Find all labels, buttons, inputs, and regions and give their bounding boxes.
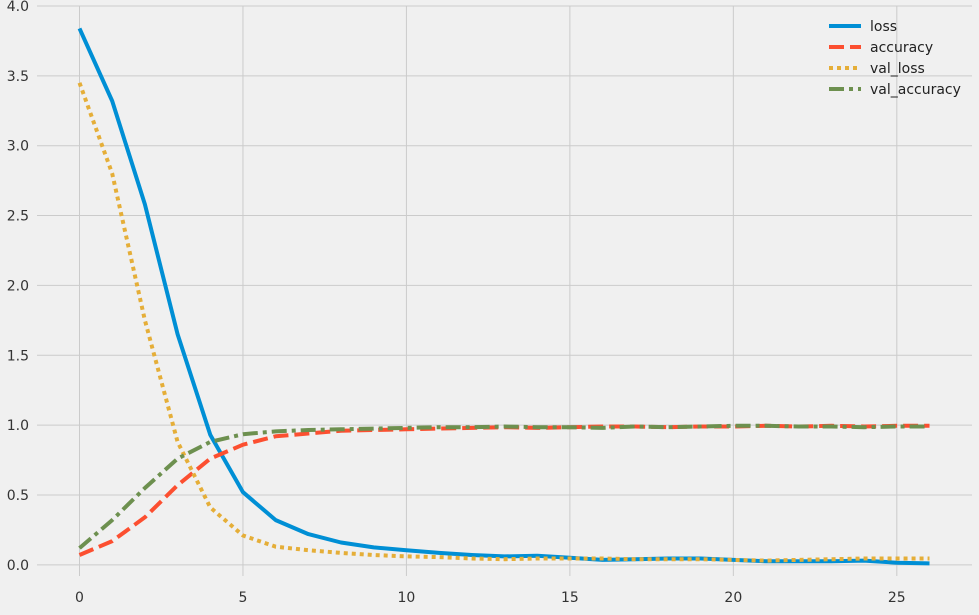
x-tick-label: 15 xyxy=(561,590,579,606)
series-line-val-accuracy xyxy=(78,423,930,550)
x-tick-label: 10 xyxy=(398,590,416,606)
legend-label: val_loss xyxy=(870,61,925,77)
y-tick-label: 1.0 xyxy=(7,418,29,434)
y-tick-label: 2.0 xyxy=(7,278,29,294)
y-tick-label: 4.0 xyxy=(7,0,29,15)
legend-label: loss xyxy=(870,19,897,35)
legend-label: val_accuracy xyxy=(870,82,961,98)
y-tick-label: 3.5 xyxy=(7,69,29,85)
y-tick-label: 0.0 xyxy=(7,558,29,574)
x-tick-label: 5 xyxy=(239,590,248,606)
series-line-val-loss xyxy=(77,82,930,563)
x-tick-label: 25 xyxy=(888,590,906,606)
y-tick-label: 2.5 xyxy=(7,209,29,225)
legend: loss accuracy val_loss val_accuracy xyxy=(829,19,961,98)
x-tick-label: 0 xyxy=(75,590,84,606)
y-tick-label: 0.5 xyxy=(7,488,29,504)
y-tick-label: 3.0 xyxy=(7,139,29,155)
legend-label: accuracy xyxy=(870,40,933,56)
x-tick-label: 20 xyxy=(724,590,742,606)
grid-lines xyxy=(37,5,972,576)
y-tick-label: 1.5 xyxy=(7,348,29,364)
series-lines xyxy=(77,27,930,566)
y-axis-tick-labels: 0.0 0.5 1.0 1.5 2.0 2.5 3.0 3.5 4.0 xyxy=(7,0,29,574)
x-axis-tick-labels: 0 5 10 15 20 25 xyxy=(75,590,906,606)
